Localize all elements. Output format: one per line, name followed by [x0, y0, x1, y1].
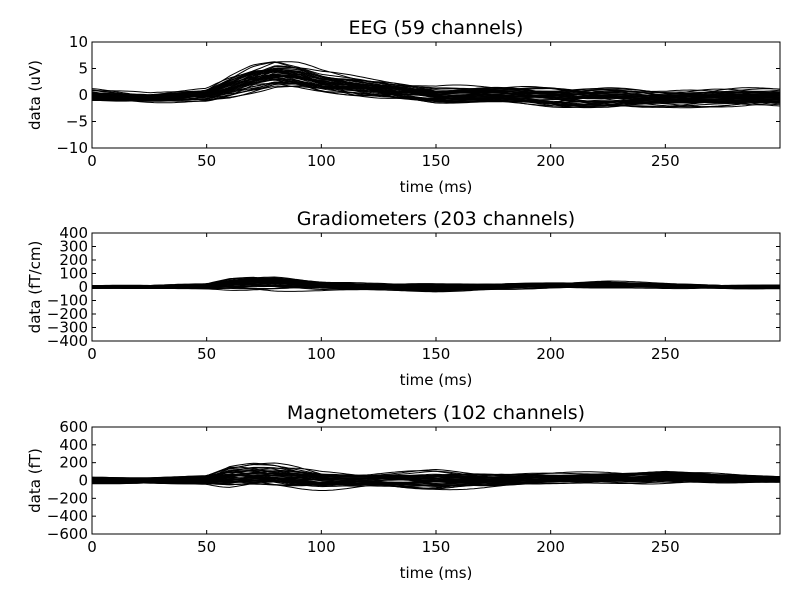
y-tick-label: −200	[47, 305, 88, 323]
channel-trace	[92, 61, 780, 97]
x-tick-label: 0	[87, 152, 97, 170]
trace-group	[92, 462, 780, 491]
channel-trace	[92, 478, 780, 487]
channel-trace	[92, 466, 780, 481]
x-tick-label: 150	[422, 152, 451, 170]
y-tick-label: 0	[78, 472, 88, 490]
y-axis-label: data (fT)	[26, 448, 44, 513]
y-tick-label: 0	[78, 278, 88, 296]
y-tick-label: 100	[59, 265, 88, 283]
channel-trace	[92, 75, 780, 102]
y-tick-label: 400	[59, 436, 88, 454]
y-tick-label: −100	[47, 292, 88, 310]
y-tick-label: −400	[47, 332, 88, 350]
chart-title: Gradiometers (203 channels)	[297, 208, 575, 230]
trace-group	[92, 61, 780, 109]
x-tick-label: 250	[651, 345, 680, 363]
channel-trace	[92, 280, 780, 290]
x-tick-label: 0	[87, 345, 97, 363]
y-tick-label: 200	[59, 454, 88, 472]
x-tick-label: 250	[651, 538, 680, 556]
y-axis-label: data (fT/cm)	[26, 241, 44, 334]
y-tick-label: −400	[47, 507, 88, 525]
y-tick-label: 200	[59, 251, 88, 269]
channel-trace	[92, 474, 780, 485]
x-tick-label: 100	[307, 152, 336, 170]
y-tick-label: −5	[66, 113, 88, 131]
y-tick-label: 400	[59, 224, 88, 242]
x-tick-label: 50	[197, 538, 216, 556]
y-tick-label: 10	[69, 33, 88, 51]
x-tick-label: 50	[197, 152, 216, 170]
channel-trace	[92, 283, 780, 293]
channel-trace	[92, 477, 780, 487]
channel-trace	[92, 75, 780, 106]
x-tick-label: 200	[536, 538, 565, 556]
y-tick-label: −200	[47, 489, 88, 507]
x-tick-label: 100	[307, 538, 336, 556]
x-tick-label: 150	[422, 345, 451, 363]
y-tick-label: −300	[47, 319, 88, 337]
x-axis-label: time (ms)	[400, 371, 473, 389]
y-tick-label: 5	[78, 60, 88, 78]
x-axis-label: time (ms)	[400, 564, 473, 582]
channel-trace	[92, 479, 780, 489]
x-tick-label: 100	[307, 345, 336, 363]
channel-trace	[92, 68, 780, 97]
chart-panel-1: 0 50 100 150 200 2504003002001000−100−200−300…	[26, 208, 781, 389]
y-tick-label: 0	[78, 86, 88, 104]
channel-trace	[92, 470, 780, 482]
y-tick-label: −10	[56, 139, 88, 157]
x-tick-label: 250	[651, 152, 680, 170]
chart-panel-2: 0 50 100 150 200 2506004002000−200−400−600Mag…	[26, 402, 781, 582]
chart-title: Magnetometers (102 channels)	[287, 402, 585, 424]
x-tick-label: 200	[536, 345, 565, 363]
x-axis-label: time (ms)	[400, 178, 473, 196]
x-tick-label: 0	[87, 538, 97, 556]
x-tick-label: 50	[197, 345, 216, 363]
y-tick-label: 600	[59, 418, 88, 436]
chart-title: EEG (59 channels)	[349, 17, 524, 39]
trace-group	[92, 276, 780, 293]
y-axis-label: data (uV)	[26, 60, 44, 130]
y-tick-label: 300	[59, 238, 88, 256]
x-tick-label: 200	[536, 152, 565, 170]
x-tick-label: 150	[422, 538, 451, 556]
channel-trace	[92, 282, 780, 288]
y-tick-label: −600	[47, 525, 88, 543]
